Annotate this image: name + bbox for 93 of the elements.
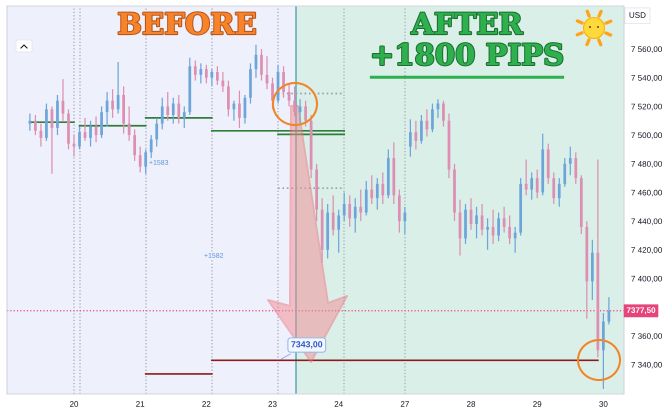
- candlestick: [530, 172, 534, 200]
- y-tick-label: 7 480,00: [631, 161, 662, 168]
- candlestick: [293, 86, 296, 118]
- x-tick-label: 21: [136, 401, 144, 407]
- y-tick-label: 7 400,00: [631, 276, 662, 282]
- candlestick: [182, 106, 186, 129]
- candlestick: [254, 44, 258, 78]
- x-tick-label: 28: [466, 401, 476, 407]
- candlestick: [62, 78, 64, 122]
- candlestick: [342, 192, 346, 222]
- candlestick: [436, 98, 440, 119]
- candlestick: [216, 66, 219, 86]
- candlestick: [364, 180, 368, 216]
- y-tick-label: 7 540,00: [631, 75, 662, 82]
- candlestick: [431, 102, 434, 133]
- candlestick: [100, 106, 103, 139]
- candlestick: [84, 117, 86, 142]
- candlestick: [199, 62, 202, 84]
- candlestick: [486, 218, 489, 250]
- candlestick: [106, 91, 108, 128]
- candlestick: [133, 128, 136, 162]
- candlestick: [244, 94, 246, 124]
- candlestick: [222, 71, 224, 93]
- candlestick: [34, 114, 37, 136]
- candlestick: [536, 168, 539, 199]
- annotation: BEFORE: [118, 12, 256, 34]
- candlestick: [475, 206, 478, 239]
- y-tick-label: 7 560,00: [631, 46, 662, 53]
- candlestick: [177, 94, 180, 124]
- y-axis-title: USD: [630, 12, 646, 18]
- annotation: 7343,00: [291, 341, 322, 349]
- candlestick: [408, 118, 412, 158]
- candlestick: [94, 116, 98, 143]
- candlestick: [420, 114, 423, 144]
- candlestick: [608, 296, 610, 326]
- candlestick: [227, 80, 230, 118]
- candlestick: [332, 194, 335, 236]
- x-tick-label: 20: [70, 401, 78, 407]
- candlestick: [155, 117, 158, 148]
- candlestick: [574, 152, 578, 184]
- candlestick: [348, 194, 352, 228]
- candlestick: [442, 100, 445, 128]
- y-tick-label: 7 500,00: [631, 132, 662, 140]
- candlestick: [266, 56, 268, 90]
- candlestick: [514, 226, 517, 254]
- candlestick: [282, 66, 285, 98]
- candlestick: [72, 134, 76, 158]
- candlestick: [28, 112, 32, 132]
- x-tick-label: 27: [400, 401, 409, 407]
- candlestick: [194, 60, 197, 82]
- y-tick-label: 7 340,00: [631, 362, 662, 369]
- candlestick: [50, 106, 54, 174]
- y-tick-label: 7 420,00: [631, 247, 662, 254]
- candlestick: [89, 120, 92, 148]
- candlestick: [260, 48, 263, 82]
- candlestick: [568, 146, 572, 176]
- x-tick-label: 22: [202, 401, 210, 407]
- candlestick: [150, 134, 153, 159]
- candlestick: [354, 198, 357, 234]
- annotation: AFTER +1800 PIPS: [372, 12, 562, 66]
- y-tick-label: 7 360,00: [631, 333, 662, 340]
- candlestick: [111, 88, 114, 119]
- candlestick: [128, 106, 131, 142]
- candlestick: [502, 206, 506, 234]
- candlestick: [414, 120, 418, 150]
- ref-line-label: 7377,50: [626, 307, 656, 314]
- candlestick: [492, 209, 494, 245]
- candlestick: [304, 100, 307, 128]
- candlestick: [138, 146, 142, 174]
- candlestick: [337, 209, 340, 254]
- y-tick-label: 7 520,00: [631, 104, 662, 110]
- x-tick-label: 29: [533, 401, 542, 407]
- candlestick: [78, 126, 81, 150]
- candlestick: [508, 214, 512, 245]
- y-tick-label: 7 440,00: [631, 218, 662, 226]
- x-tick-label: 30: [599, 401, 608, 407]
- candlestick: [172, 97, 175, 124]
- y-tick-label: 7 460,00: [631, 190, 662, 196]
- candlestick: [426, 108, 428, 138]
- candlestick: [232, 100, 236, 122]
- candlestick: [116, 61, 120, 114]
- candlestick: [288, 82, 290, 108]
- candlestick: [497, 212, 500, 242]
- candlestick: [552, 172, 556, 205]
- candlestick: [470, 198, 472, 230]
- x-tick-label: 24: [334, 401, 343, 407]
- candlestick: [40, 122, 42, 148]
- candlestick: [238, 90, 241, 129]
- x-tick-label: 23: [268, 401, 277, 407]
- candlestick: [480, 203, 484, 236]
- candlestick: [381, 172, 384, 205]
- candlestick: [563, 157, 566, 188]
- candlestick: [298, 98, 302, 124]
